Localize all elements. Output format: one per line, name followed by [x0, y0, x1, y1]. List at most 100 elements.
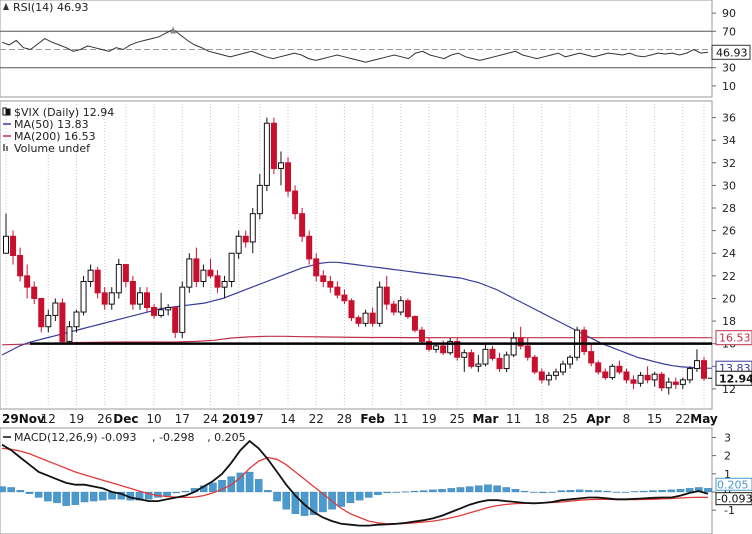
candle-body [559, 363, 566, 373]
macd-histogram-bar [502, 487, 511, 493]
candle-body [383, 286, 390, 305]
price-tick-label: 30 [722, 179, 736, 192]
date-axis-label: 8 [623, 412, 631, 426]
price-panel: 36343230282624222018161412 16.5313.8312.… [0, 100, 752, 410]
bar-icon [6, 146, 8, 151]
candle-body [101, 292, 108, 305]
candle-body [165, 307, 172, 311]
rsi-icon [3, 3, 9, 10]
macd-histogram-bar [447, 488, 456, 493]
macd-histogram [0, 471, 712, 516]
macd-histogram-bar [337, 491, 346, 507]
candle-body [672, 381, 679, 385]
price-y-axis: 36343230282624222018161412 [712, 112, 736, 396]
macd-histogram-bar [364, 491, 373, 498]
candle-body [595, 362, 602, 373]
macd-histogram-bar [511, 489, 520, 493]
macd-tag-box [715, 492, 752, 506]
macd-histogram-bar [530, 491, 538, 493]
date-axis-label: 12 [41, 412, 56, 426]
candle-body [306, 235, 313, 260]
macd-legend: MACD(12,26,9) -0.093 , -0.298 , 0.205 [3, 431, 246, 444]
macd-histogram-bar [410, 490, 419, 493]
candle-body [59, 302, 66, 342]
macd-histogram-bar [557, 490, 566, 493]
macd-histogram-bar [484, 484, 492, 493]
macd-histogram-bar [25, 491, 34, 494]
date-axis-label: 24 [203, 412, 218, 426]
rsi-threshold-lines [0, 30, 712, 69]
candle-body [623, 371, 630, 381]
macd-histogram-bar [658, 490, 666, 493]
candle-body [80, 281, 87, 313]
macd-tick-label: 2 [724, 450, 731, 463]
macd-histogram-bar [163, 491, 171, 496]
macd-value-tags: 0.205 -0.093 [715, 477, 752, 506]
candle-body [461, 352, 468, 358]
macd-histogram-bar [282, 491, 291, 510]
macd-histogram-bar [585, 490, 593, 493]
date-axis-label: 19 [421, 412, 436, 426]
candle-body [172, 307, 179, 333]
date-axis-label: 19 [69, 412, 84, 426]
candle-body [144, 292, 151, 309]
candle-body [390, 303, 397, 313]
date-axis-label: 18 [534, 412, 549, 426]
price-tick-label: 18 [722, 315, 736, 328]
candle-body [411, 316, 418, 331]
rsi-legend: RSI(14) 46.93 [3, 1, 88, 14]
candle-body [87, 269, 94, 283]
candle-body [292, 190, 299, 215]
candle-body [313, 258, 320, 277]
date-axis-label: Feb [360, 412, 385, 426]
candle-body [376, 286, 383, 324]
rsi-value-tag-text: 46.93 [716, 46, 748, 59]
candle-body [482, 348, 489, 365]
candle-body [108, 292, 115, 305]
macd-histogram-bar [71, 491, 80, 505]
rsi-line [1, 28, 709, 63]
candle-body [31, 286, 38, 299]
candle-body [545, 374, 552, 381]
macd-histogram-bar [419, 490, 428, 493]
macd-histogram-bar [566, 490, 575, 493]
candle-body [122, 264, 129, 283]
candle-body [299, 213, 306, 237]
candle-body [348, 300, 355, 319]
candle-body [186, 258, 193, 288]
macd-histogram-bar [264, 490, 272, 493]
candle-body [341, 294, 348, 302]
candle-body [320, 275, 327, 283]
candle-body [24, 275, 31, 288]
date-axis-label: 22 [675, 412, 690, 426]
date-axis-label: Dec [113, 412, 138, 426]
macd-histogram-bar [493, 485, 501, 493]
macd-histogram-bar [319, 491, 327, 513]
macd-histogram-bar [475, 485, 483, 493]
candle-body [45, 314, 52, 328]
price-tick-label: 12 [722, 383, 736, 396]
candle-body [207, 269, 214, 277]
date-axis-label: 25 [450, 412, 465, 426]
date-axis-label: 10 [146, 412, 161, 426]
macd-legend-item: MACD(12,26,9) -0.093 [14, 431, 137, 444]
candle-body [609, 365, 616, 379]
candle-body [115, 264, 122, 294]
candle-body [355, 317, 362, 324]
candle-body [179, 286, 186, 333]
price-tick-label: 32 [722, 157, 736, 170]
macd-histogram-bar [630, 491, 639, 493]
macd-histogram-bar [89, 491, 98, 502]
candle-body [200, 269, 207, 283]
rsi-legend-text: RSI(14) 46.93 [13, 1, 88, 14]
macd-panel: 3210-1 MACD(12,26,9) -0.093, -0.298, 0.2… [0, 427, 752, 534]
date-axis-label: 15 [647, 412, 662, 426]
macd-tag-box [715, 477, 752, 491]
candle-body [567, 356, 574, 365]
rsi-value-tag: 46.93 [711, 44, 751, 60]
candle-body [334, 286, 341, 296]
macd-histogram-bar [612, 491, 621, 493]
candle-body [693, 360, 700, 370]
candle-body [362, 312, 369, 324]
macd-histogram-bar [438, 489, 446, 493]
